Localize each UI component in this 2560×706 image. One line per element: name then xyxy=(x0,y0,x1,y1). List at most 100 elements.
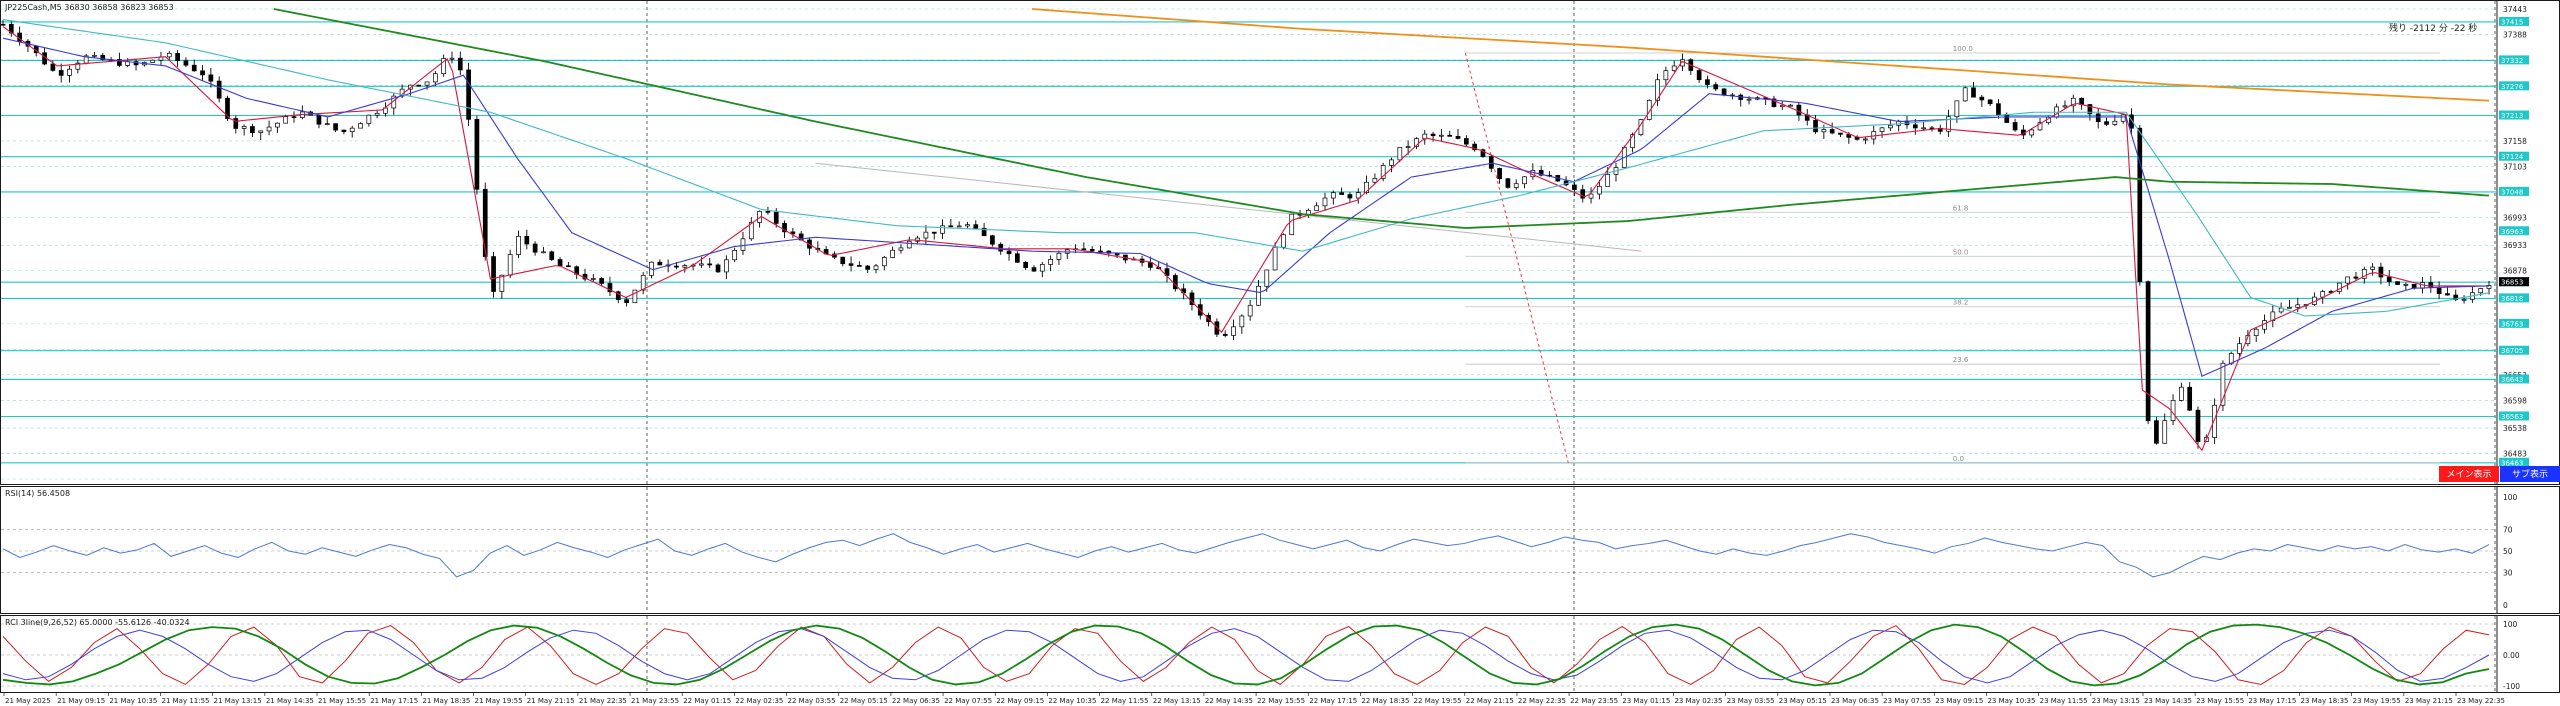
level-label: 37124 xyxy=(2501,153,2524,161)
candle-body xyxy=(890,249,895,258)
rsi-pane[interactable]: 100 70 50 30 0 RSI(14) 56.4508 xyxy=(0,486,2560,614)
time-tick-label: 22 May 21:15 xyxy=(1466,697,1514,705)
candle-body xyxy=(1505,178,1511,188)
candle-body xyxy=(1439,134,1444,137)
candle-body xyxy=(948,225,954,228)
candle-body xyxy=(1347,194,1353,199)
candle-body xyxy=(2137,127,2143,282)
candle-body xyxy=(291,116,297,118)
rsi-pane-title: RSI(14) 56.4508 xyxy=(5,489,71,498)
main-pane-title: JP225Cash,M5 36830 36858 36823 36853 xyxy=(5,3,174,12)
time-tick-label: 22 May 05:15 xyxy=(840,697,888,705)
candle-body xyxy=(1771,98,1777,108)
candle-body xyxy=(1912,124,1918,129)
candle-body xyxy=(1497,168,1502,180)
candle-body xyxy=(341,129,347,133)
moving-average-line xyxy=(2,26,2489,452)
candle-body xyxy=(1954,100,1960,118)
time-tick-label: 21 May 21:15 xyxy=(527,697,575,705)
candle-body xyxy=(674,265,679,268)
level-label-box xyxy=(2499,345,2529,355)
candle-body xyxy=(532,243,538,253)
level-label: 37332 xyxy=(2501,57,2523,65)
candle-body xyxy=(499,274,505,292)
candle-body xyxy=(1813,120,1818,133)
candle-body xyxy=(1056,252,1062,260)
candle-body xyxy=(1746,98,1752,101)
candle-body xyxy=(1829,129,1835,134)
candle-body xyxy=(906,240,912,249)
candle-body xyxy=(1838,132,1843,135)
candle-body xyxy=(1863,138,1868,141)
candle-body xyxy=(241,126,247,129)
candle-body xyxy=(549,251,555,260)
sub-display-button[interactable]: サブ表示 xyxy=(2500,466,2560,482)
price-tick-label: 36538 xyxy=(2503,424,2527,433)
candle-body xyxy=(2070,97,2076,107)
rsi-tick-label: 30 xyxy=(2503,569,2513,578)
candle-body xyxy=(1405,146,1411,148)
candle-body xyxy=(2120,114,2126,122)
candle-body xyxy=(2253,328,2259,336)
candle-body xyxy=(2478,288,2484,294)
level-label-box xyxy=(2499,110,2529,120)
rci-tick-label: -100 xyxy=(2503,682,2520,691)
candle-body xyxy=(998,243,1004,252)
candle-body xyxy=(965,224,970,227)
candle-body xyxy=(166,53,172,58)
candle-body xyxy=(1031,267,1037,272)
candle-body xyxy=(1580,189,1586,199)
price-tick-label: 36993 xyxy=(2503,213,2527,222)
candle-body xyxy=(1646,100,1652,120)
candle-body xyxy=(175,53,180,61)
time-tick-label: 23 May 11:55 xyxy=(2040,697,2088,705)
candle-body xyxy=(857,265,862,267)
candle-body xyxy=(1015,253,1020,263)
time-tick-label: 21 May 15:55 xyxy=(318,697,366,705)
rci-tick-label: 0.00 xyxy=(2503,651,2520,660)
candle-body xyxy=(848,263,854,266)
candle-body xyxy=(2037,122,2043,131)
candle-body xyxy=(931,231,937,234)
candle-body xyxy=(2436,287,2442,294)
candle-body xyxy=(873,265,879,270)
level-label: 36705 xyxy=(2501,347,2523,355)
candle-body xyxy=(1788,104,1793,107)
candle-body xyxy=(474,118,480,190)
candle-body xyxy=(1081,248,1087,251)
candle-body xyxy=(1098,250,1103,253)
candle-body xyxy=(507,254,513,276)
candle-body xyxy=(50,63,56,71)
candle-body xyxy=(67,68,72,76)
time-tick-label: 23 May 07:55 xyxy=(1883,697,1931,705)
level-label: 36763 xyxy=(2501,320,2523,328)
time-tick-label: 22 May 10:35 xyxy=(1048,697,1096,705)
main-display-button[interactable]: メイン表示 xyxy=(2439,466,2499,482)
candle-body xyxy=(1048,259,1053,265)
candle-body xyxy=(1397,147,1403,161)
candle-body xyxy=(2370,266,2375,270)
moving-average-line xyxy=(2,37,2490,377)
candle-body xyxy=(1796,104,1802,116)
candle-body xyxy=(1430,133,1436,137)
candle-body xyxy=(457,57,463,71)
time-tick-label: 21 May 13:15 xyxy=(214,697,262,705)
level-label-box xyxy=(2499,55,2529,65)
time-tick-label: 23 May 21:15 xyxy=(2405,697,2453,705)
candle-body xyxy=(773,211,779,224)
rci-tick-label: 100 xyxy=(2503,620,2518,629)
main-price-pane[interactable]: 3744337388373333727837213371583710337048… xyxy=(0,0,2560,485)
rci-pane[interactable]: 100 0.00 -100 RCI 3line(9,26,52) 65.0000 -… xyxy=(0,615,2560,693)
candle-body xyxy=(990,235,995,245)
candle-body xyxy=(2295,304,2301,308)
level-label-box xyxy=(2499,226,2529,236)
candle-body xyxy=(191,64,197,72)
time-tick-label: 21 May 11:55 xyxy=(162,697,210,705)
candle-body xyxy=(1854,137,1860,140)
candle-body xyxy=(1671,65,1677,72)
candle-body xyxy=(1663,70,1669,81)
candle-body xyxy=(1779,104,1785,108)
level-label-box xyxy=(2499,186,2529,196)
time-tick-label: 23 May 13:15 xyxy=(2092,697,2140,705)
time-tick-label: 21 May 18:35 xyxy=(422,697,470,705)
